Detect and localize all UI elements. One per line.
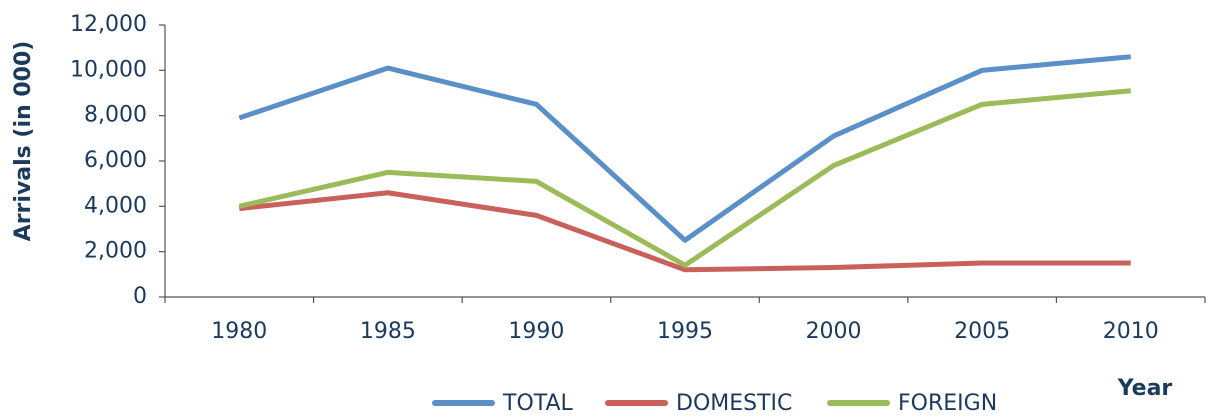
legend-label: FOREIGN: [898, 391, 997, 416]
line-series: [238, 54, 1131, 243]
y-tick-label: 6,000: [84, 148, 147, 173]
x-axis-label: Year: [1117, 376, 1173, 401]
y-tick-label: 12,000: [70, 12, 147, 37]
y-tick-label: 4,000: [84, 193, 147, 218]
x-tick-label: 1985: [360, 319, 416, 344]
line-series: [239, 190, 1131, 273]
y-tick-label: 0: [133, 284, 147, 309]
x-tick-label: 2010: [1103, 319, 1159, 344]
legend-label: DOMESTIC: [676, 391, 792, 416]
line-series: [238, 88, 1131, 268]
x-tick-label: 1995: [657, 319, 713, 344]
x-tick-label: 1990: [508, 319, 564, 344]
x-tick-label: 2005: [954, 319, 1010, 344]
x-tick-label: 1980: [211, 319, 267, 344]
y-tick-label: 2,000: [84, 239, 147, 264]
y-tick-label: 8,000: [84, 103, 147, 128]
x-tick-label: 2000: [806, 319, 862, 344]
y-axis-label: Arrivals (in 000): [11, 41, 36, 242]
y-tick-label: 10,000: [70, 57, 147, 82]
legend-label: TOTAL: [502, 391, 574, 416]
